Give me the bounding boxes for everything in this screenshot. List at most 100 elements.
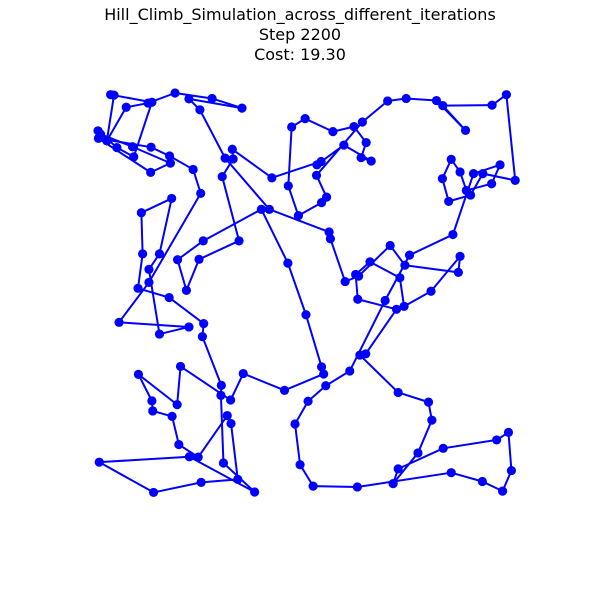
route-segment — [231, 148, 273, 179]
route-segment — [408, 233, 454, 257]
route-point — [438, 443, 448, 453]
route-point — [238, 368, 248, 379]
route-point — [94, 457, 104, 467]
route-point — [121, 102, 131, 112]
route-point — [340, 276, 350, 287]
route-segment — [287, 126, 293, 187]
route-segment — [176, 239, 205, 261]
route-segment — [392, 451, 419, 485]
route-point — [365, 257, 375, 267]
route-point — [438, 101, 448, 111]
route-segment — [242, 372, 286, 392]
route-point — [455, 251, 465, 261]
route-point — [300, 114, 310, 124]
route-segment — [224, 157, 271, 211]
route-segment — [187, 97, 243, 110]
route-point — [399, 301, 409, 311]
route-point — [226, 418, 236, 429]
route-point — [207, 93, 217, 104]
route-point — [143, 98, 153, 108]
route-point — [184, 452, 194, 462]
route-point — [319, 369, 329, 379]
route-point — [495, 160, 505, 170]
route-point — [383, 96, 393, 106]
route-point — [444, 196, 454, 206]
route-point — [301, 310, 311, 320]
route-point — [487, 179, 497, 189]
route-segment — [185, 258, 201, 292]
route-point — [227, 144, 237, 154]
chart-title: Hill_Climb_Simulation_across_different_i… — [104, 5, 496, 24]
route-point — [133, 283, 143, 293]
route-point — [144, 264, 154, 274]
route-point — [172, 400, 182, 410]
route-point — [226, 395, 236, 405]
route-segment — [342, 144, 373, 163]
route-point — [393, 464, 403, 474]
route-point — [237, 103, 247, 113]
route-point — [287, 122, 297, 132]
route-point — [175, 361, 186, 372]
route-segment — [358, 354, 400, 394]
route-point — [154, 249, 165, 259]
route-point — [478, 169, 488, 179]
route-segment — [304, 117, 334, 133]
route-point — [216, 390, 226, 400]
route-point — [170, 88, 180, 98]
route-point — [220, 153, 230, 163]
route-segment — [158, 197, 173, 255]
route-segment — [158, 325, 190, 336]
route-segment — [312, 485, 359, 488]
route-point — [196, 477, 206, 487]
route-point — [352, 482, 362, 492]
route-point — [174, 439, 184, 450]
route-point — [172, 255, 183, 265]
route-point — [147, 396, 157, 406]
route-point — [199, 318, 209, 329]
route-point — [167, 193, 177, 204]
route-point — [127, 142, 138, 152]
route-point — [380, 295, 390, 306]
route-point — [477, 476, 487, 487]
route-point — [349, 122, 359, 132]
route-point — [234, 236, 244, 246]
route-point — [184, 94, 194, 104]
route-point — [93, 126, 103, 136]
route-segment — [131, 145, 172, 165]
route-segment — [430, 255, 462, 293]
route-point — [311, 170, 322, 180]
route-segment — [481, 172, 517, 182]
route-point — [446, 468, 456, 478]
route-segment — [416, 419, 433, 454]
route-point — [154, 329, 165, 339]
route-lines — [97, 92, 517, 494]
route-point — [426, 286, 436, 296]
route-point — [283, 258, 293, 268]
route-segment — [283, 372, 325, 392]
chart-subtitle-cost: Cost: 19.30 — [254, 45, 346, 64]
route-segment — [174, 92, 214, 100]
route-point — [492, 435, 502, 445]
route-point — [164, 292, 174, 303]
route-segment — [137, 373, 153, 402]
route-segment — [198, 108, 227, 160]
route-point — [250, 487, 260, 497]
route-point — [196, 188, 206, 198]
route-point — [167, 411, 177, 421]
route-segment — [403, 264, 460, 274]
route-segment — [99, 133, 134, 148]
route-point — [388, 479, 398, 489]
route-point — [138, 249, 148, 259]
route-point — [506, 465, 517, 476]
route-point — [198, 236, 208, 246]
route-point — [109, 90, 119, 100]
route-point — [164, 151, 175, 161]
route-point — [148, 406, 158, 416]
route-segment — [405, 97, 438, 102]
route-point — [303, 396, 313, 406]
route-point — [184, 322, 194, 332]
route-segment — [201, 335, 223, 387]
route-point — [431, 95, 442, 106]
route-point — [385, 240, 395, 251]
